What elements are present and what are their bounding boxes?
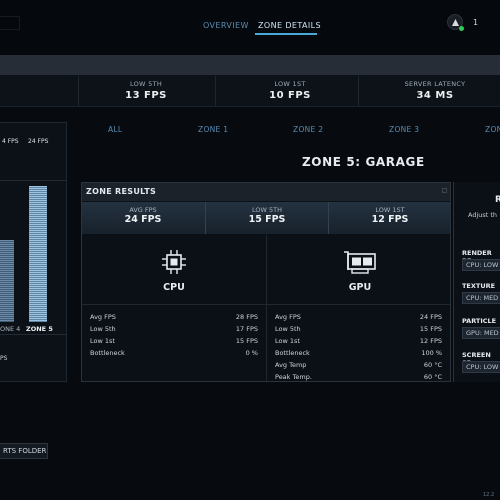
stat-low1-label: LOW 1ST <box>274 80 306 88</box>
summary-low5: LOW 5TH 15 FPS <box>206 206 328 225</box>
header-band <box>0 55 500 75</box>
divider <box>358 76 359 106</box>
cpu-row-label: Low 5th <box>90 325 116 333</box>
divider <box>82 304 450 305</box>
settings-panel <box>453 182 500 382</box>
cpu-row-label: Bottleneck <box>90 349 125 357</box>
cpu-row: Low 1st 15 FPS <box>90 337 258 349</box>
panel-grip-icon <box>442 188 447 193</box>
active-tab-indicator <box>255 33 317 35</box>
summary-avg: AVG FPS 24 FPS <box>82 206 204 225</box>
divider <box>215 76 216 106</box>
cpu-row-label: Avg FPS <box>90 313 116 321</box>
zone-tab-2[interactable]: ZONE 2 <box>293 125 324 134</box>
cpu-row-value: 0 % <box>245 349 258 357</box>
cpu-row: Avg FPS 28 FPS <box>90 313 258 325</box>
setting-particle-select[interactable]: GPU: MED <box>462 327 500 339</box>
gpu-row-value: 60 °C <box>423 361 442 369</box>
bar-zone-5[interactable] <box>29 186 47 322</box>
setting-screen-select[interactable]: CPU: LOW <box>462 361 500 373</box>
tab-zone-details[interactable]: ZONE DETAILS <box>258 21 322 30</box>
zone-tab-3[interactable]: ZONE 3 <box>389 125 420 134</box>
status-dot <box>459 26 464 31</box>
zone-tab-all[interactable]: ALL <box>108 125 123 134</box>
gpu-icon <box>342 249 378 277</box>
gpu-row-label: Avg FPS <box>275 313 301 321</box>
gpu-row-label: Bottleneck <box>275 349 310 357</box>
zone-4-label: ONE 4 <box>0 325 21 333</box>
gpu-row: Low 5th 15 FPS <box>275 325 442 337</box>
divider <box>0 180 67 181</box>
cpu-title: CPU <box>163 282 185 293</box>
stat-latency-label: SERVER LATENCY <box>404 80 466 88</box>
cpu-icon <box>161 249 187 277</box>
summary-low1: LOW 1ST 12 FPS <box>329 206 451 225</box>
bar-zone-4 <box>0 240 14 322</box>
results-summary: AVG FPS 24 FPS LOW 5TH 15 FPS LOW 1ST 12… <box>82 202 450 234</box>
cpu-row: Low 5th 17 FPS <box>90 325 258 337</box>
chart-header-right: 24 FPS <box>28 138 49 145</box>
open-reports-folder-button[interactable]: RTS FOLDER <box>0 443 48 459</box>
gpu-stats-list: Avg FPS 24 FPS Low 5th 15 FPS Low 1st 12… <box>275 313 442 385</box>
stat-low5-value: 13 FPS <box>125 90 167 101</box>
stats-row <box>0 75 500 107</box>
divider <box>0 334 67 335</box>
summary-low5-label: LOW 5TH <box>252 206 282 214</box>
top-nav <box>0 0 500 55</box>
gpu-row: Bottleneck 100 % <box>275 349 442 361</box>
gpu-row-label: Avg Temp <box>275 361 307 369</box>
gpu-row: Low 1st 12 FPS <box>275 337 442 349</box>
stat-low5-label: LOW 5TH <box>129 80 163 88</box>
chart-header-left: 4 FPS <box>2 138 19 145</box>
summary-avg-value: 24 FPS <box>124 214 162 225</box>
gpu-row-value: 24 FPS <box>419 313 442 321</box>
divider <box>266 235 267 381</box>
summary-low5-value: 15 FPS <box>248 214 286 225</box>
cpu-row-value: 15 FPS <box>235 337 258 345</box>
gpu-row-value: 12 FPS <box>419 337 442 345</box>
results-title: ZONE RESULTS <box>86 187 157 196</box>
version-label: 12.2 <box>483 492 495 498</box>
logo <box>0 16 20 30</box>
settings-hint: Adjust th <box>468 211 498 219</box>
setting-texture-label: TEXTURE <box>462 282 496 290</box>
divider <box>78 76 79 106</box>
stat-latency-value: 34 MS <box>416 90 454 101</box>
setting-render-select[interactable]: CPU: LOW <box>462 259 500 271</box>
gpu-row-value: 100 % <box>421 349 442 357</box>
zone-tab-1[interactable]: ZONE 1 <box>198 125 229 134</box>
summary-low1-label: LOW 1ST <box>375 206 405 214</box>
stat-low1-value: 10 FPS <box>269 90 311 101</box>
gpu-row-label: Low 1st <box>275 337 300 345</box>
tab-overview[interactable]: OVERVIEW <box>203 21 249 30</box>
setting-particle-label: PARTICLE <box>462 317 497 325</box>
gpu-row: Avg Temp 60 °C <box>275 361 442 373</box>
cpu-row-label: Low 1st <box>90 337 115 345</box>
gpu-row-value: 60 °C <box>423 373 442 381</box>
summary-avg-label: AVG FPS <box>129 206 157 214</box>
cpu-row: Bottleneck 0 % <box>90 349 258 361</box>
gpu-row-label: Low 5th <box>275 325 301 333</box>
divider <box>205 202 206 234</box>
cpu-row-value: 17 FPS <box>235 325 258 333</box>
page-title: ZONE 5: GARAGE <box>302 155 425 169</box>
zone-results-panel: ZONE RESULTS AVG FPS 24 FPS LOW 5TH 15 F… <box>81 182 451 382</box>
gpu-row: Avg FPS 24 FPS <box>275 313 442 325</box>
results-header: ZONE RESULTS <box>82 183 450 201</box>
zone-tab-5[interactable]: ZON <box>485 125 500 134</box>
divider <box>328 202 329 234</box>
setting-texture-select[interactable]: CPU: MED <box>462 292 500 304</box>
cpu-row-value: 28 FPS <box>235 313 258 321</box>
gpu-row: Peak Temp. 60 °C <box>275 373 442 385</box>
gpu-row-value: 15 FPS <box>419 325 442 333</box>
cpu-stats-list: Avg FPS 28 FPS Low 5th 17 FPS Low 1st 15… <box>90 313 258 361</box>
summary-low1-value: 12 FPS <box>371 214 409 225</box>
gpu-row-label: Peak Temp. <box>275 373 312 381</box>
warning-triangle-icon <box>452 19 459 26</box>
gpu-title: GPU <box>348 282 372 293</box>
zone-5-label: ZONE 5 <box>26 325 53 333</box>
chart-footer-text: PS <box>0 355 8 362</box>
settings-heading: R <box>495 195 500 205</box>
notification-count: 1 <box>473 18 479 27</box>
